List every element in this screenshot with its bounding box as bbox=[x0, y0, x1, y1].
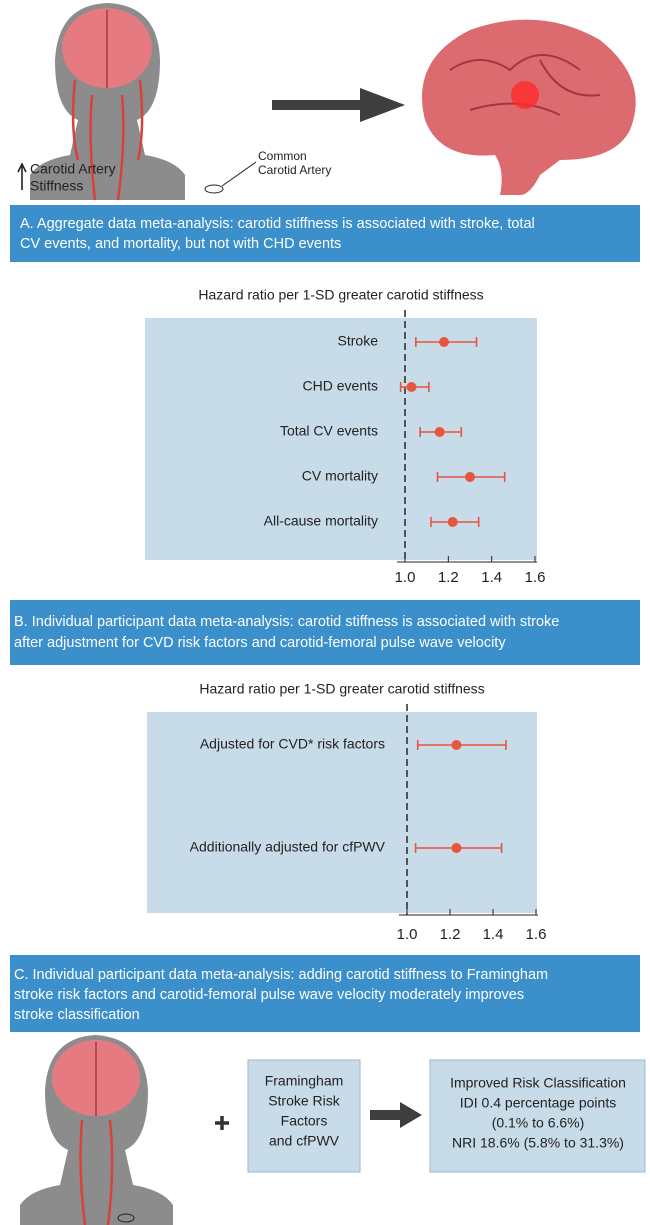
category-label: CHD events bbox=[303, 378, 378, 394]
point-estimate bbox=[451, 843, 461, 853]
panel-b-header: B. Individual participant data meta-anal… bbox=[10, 600, 640, 665]
category-label: CV mortality bbox=[302, 468, 378, 484]
x-tick-label: 1.0 bbox=[395, 569, 416, 586]
panel-c-header: C. Individual participant data meta-anal… bbox=[10, 955, 640, 1032]
arrow bbox=[370, 1102, 422, 1128]
point-estimate bbox=[448, 517, 458, 527]
category-label: Total CV events bbox=[280, 423, 378, 439]
x-tick-label: 1.2 bbox=[440, 926, 461, 943]
point-estimate bbox=[407, 382, 417, 392]
left-label: Stiffness bbox=[30, 178, 83, 194]
x-tick-label: 1.0 bbox=[397, 926, 418, 943]
inputs-text: Factors bbox=[281, 1113, 328, 1129]
result-text: NRI 18.6% (5.8% to 31.3%) bbox=[452, 1135, 624, 1151]
inputs-text: Framingham bbox=[265, 1073, 344, 1089]
pointer-label: Common bbox=[258, 149, 307, 163]
inputs-text: and cfPWV bbox=[269, 1133, 340, 1149]
pointer-line bbox=[222, 162, 256, 186]
panel-text: B. Individual participant data meta-anal… bbox=[14, 614, 559, 630]
x-tick-label: 1.6 bbox=[526, 926, 547, 943]
category-label: All-cause mortality bbox=[264, 513, 378, 529]
chart-title: Hazard ratio per 1-SD greater carotid st… bbox=[198, 287, 483, 303]
category-label: Adjusted for CVD* risk factors bbox=[200, 736, 385, 752]
result-text: (0.1% to 6.6%) bbox=[492, 1115, 585, 1131]
category-label: Additionally adjusted for cfPWV bbox=[190, 839, 386, 855]
result-text: IDI 0.4 percentage points bbox=[460, 1095, 616, 1111]
x-tick-label: 1.2 bbox=[438, 569, 459, 586]
point-estimate bbox=[439, 337, 449, 347]
inputs-text: Stroke Risk bbox=[268, 1093, 341, 1109]
up-arrow bbox=[18, 164, 26, 190]
x-tick-label: 1.6 bbox=[525, 569, 546, 586]
result-text: Improved Risk Classification bbox=[450, 1075, 626, 1091]
panel-text: after adjustment for CVD risk factors an… bbox=[14, 635, 506, 651]
head-illustration bbox=[20, 1035, 173, 1225]
page: Carotid Artery Stiffness Common Carotid … bbox=[0, 0, 650, 1225]
chart-title: Hazard ratio per 1-SD greater carotid st… bbox=[199, 681, 484, 697]
arrow bbox=[272, 88, 405, 122]
point-estimate bbox=[465, 472, 475, 482]
plus bbox=[215, 1116, 229, 1130]
pointer-label: Carotid Artery bbox=[258, 163, 331, 177]
infographic: Carotid Artery Stiffness Common Carotid … bbox=[0, 0, 650, 1225]
category-label: Stroke bbox=[338, 333, 379, 349]
panel-text: stroke classification bbox=[14, 1007, 140, 1023]
x-tick-label: 1.4 bbox=[483, 926, 504, 943]
panel-text: A. Aggregate data meta-analysis: carotid… bbox=[20, 216, 535, 232]
panel-a-header: A. Aggregate data meta-analysis: carotid… bbox=[10, 205, 640, 262]
artery-marker bbox=[205, 185, 223, 193]
panel-text: CV events, and mortality, but not with C… bbox=[20, 236, 341, 252]
panel-text: stroke risk factors and carotid-femoral … bbox=[14, 987, 524, 1003]
brain-illustration bbox=[422, 20, 636, 195]
left-label: Carotid Artery bbox=[30, 161, 116, 177]
panel-text: C. Individual participant data meta-anal… bbox=[14, 967, 548, 983]
point-estimate bbox=[435, 427, 445, 437]
point-estimate bbox=[451, 740, 461, 750]
x-tick-label: 1.4 bbox=[481, 569, 502, 586]
